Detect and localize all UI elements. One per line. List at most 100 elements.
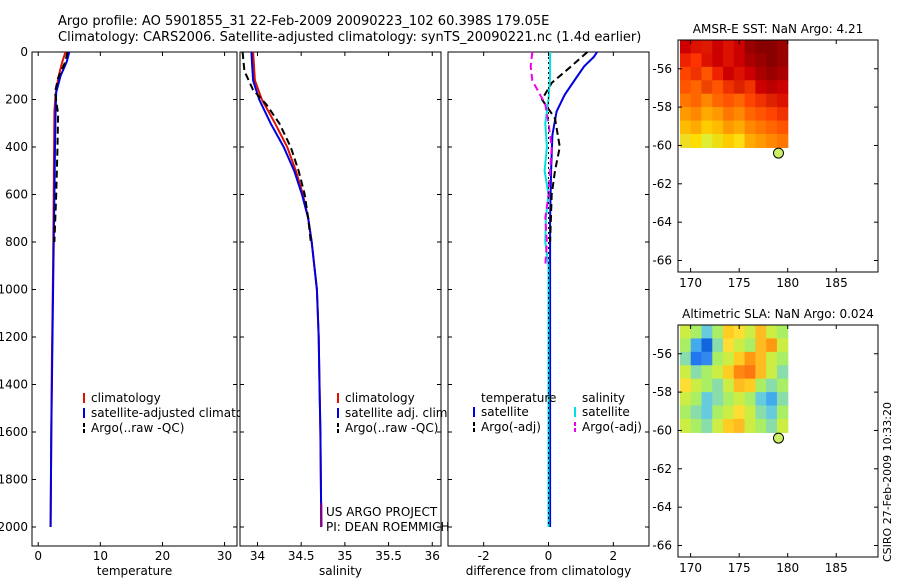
heatmap-cell [776, 325, 789, 340]
legend-title-temperature: temperature [481, 391, 556, 405]
heatmap-cell [701, 405, 713, 420]
series-line [53, 51, 69, 243]
heatmap-cell [712, 133, 724, 148]
heatmap-cell [712, 66, 724, 81]
y-tick-label: 400 [5, 140, 28, 154]
y-tick-label: 1000 [0, 283, 28, 297]
heatmap-cell [690, 93, 703, 108]
map-border [677, 39, 879, 273]
heatmap-cell [766, 418, 778, 433]
heatmap-cell [744, 107, 756, 122]
heatmap-cell [744, 365, 756, 380]
heatmap-cell [701, 107, 713, 122]
heatmap-cell [744, 40, 756, 55]
heatmap-cell [712, 351, 724, 366]
x-tick-label: 34.5 [288, 549, 315, 563]
float-position-marker [772, 147, 784, 159]
heatmap-cell [679, 53, 692, 68]
heatmap-cell [690, 133, 703, 148]
y-tick-label: 1400 [0, 378, 28, 392]
x-tick-label: 2 [610, 549, 618, 563]
heatmap-cell [776, 107, 789, 122]
series-line [241, 51, 312, 243]
header-line-2: Climatology: CARS2006. Satellite-adjuste… [58, 30, 641, 45]
heatmap-cell [776, 120, 789, 135]
plot-frame [31, 51, 238, 547]
heatmap-cell [733, 80, 746, 95]
y-tick-label: -62 [652, 462, 672, 476]
y-tick-label: -62 [652, 177, 672, 191]
heatmap-cell [701, 40, 713, 55]
heatmap-cell [723, 325, 735, 340]
y-tick-label: -60 [652, 138, 672, 152]
heatmap-cell [712, 365, 724, 380]
heatmap-cell [690, 40, 703, 55]
heatmap-cell [733, 392, 746, 407]
heatmap-cell [712, 392, 724, 407]
heatmap-cell [776, 365, 789, 380]
heatmap-cell [776, 405, 789, 420]
heatmap-cell [766, 325, 778, 340]
heatmap-cell [723, 365, 735, 380]
heatmap-cell [712, 40, 724, 55]
heatmap-cell [712, 53, 724, 68]
heatmap-cell [755, 405, 767, 420]
heatmap-cell [679, 40, 692, 55]
heatmap-cell [766, 66, 778, 81]
heatmap-cell [733, 405, 746, 420]
heatmap-cell [701, 418, 713, 433]
y-tick-label: 600 [5, 188, 28, 202]
legend-entry: Argo(-adj) [481, 420, 541, 434]
heatmap-cell [766, 40, 778, 55]
heatmap-cell [679, 405, 692, 420]
y-tick-label: -64 [652, 500, 672, 514]
heatmap-cell [679, 325, 692, 340]
heatmap-cell [690, 338, 703, 353]
heatmap-cell [755, 107, 767, 122]
x-tick-label: 185 [825, 561, 848, 575]
y-tick-label: -58 [652, 100, 672, 114]
heatmap-cell [723, 338, 735, 353]
heatmap-cell [744, 325, 756, 340]
series-line [549, 51, 598, 527]
heatmap-cell [712, 80, 724, 95]
series-line [529, 51, 553, 266]
y-tick-label: -56 [652, 347, 672, 361]
heatmap-cell [733, 107, 746, 122]
heatmap-cell [690, 53, 703, 68]
heatmap-cell [690, 80, 703, 95]
heatmap-cell [766, 405, 778, 420]
heatmap-cell [744, 120, 756, 135]
heatmap-cell [755, 338, 767, 353]
heatmap-cell [766, 365, 778, 380]
heatmap-cell [679, 338, 692, 353]
legend-entry: Argo(-adj) [582, 420, 642, 434]
heatmap-cell [690, 405, 703, 420]
x-tick-label: 35 [337, 549, 352, 563]
heatmap-cell [690, 418, 703, 433]
heatmap-cell [744, 53, 756, 68]
x-axis-label: temperature [97, 564, 172, 578]
heatmap-cell [755, 80, 767, 95]
heatmap-cell [690, 66, 703, 81]
heatmap-cell [755, 120, 767, 135]
heatmap-cell [701, 53, 713, 68]
heatmap-cell [755, 418, 767, 433]
heatmap-cell [701, 66, 713, 81]
map-panel-sst: 170 175 180 185 -56 -58 -60 -62 -64 -66 AMSR-E SST… [652, 22, 879, 290]
project-annotation: US ARGO PROJECT [326, 505, 438, 519]
legend-entry: Argo(..raw -QC) [91, 421, 184, 435]
heatmap-cell [701, 120, 713, 135]
map-title: AMSR-E SST: NaN Argo: 4.21 [693, 22, 863, 36]
x-tick-label: 185 [825, 276, 848, 290]
heatmap-cell [701, 133, 713, 148]
x-tick-label: 170 [679, 276, 702, 290]
legend-entry: satellite [481, 405, 529, 419]
heatmap-cell [701, 365, 713, 380]
heatmap-cell [733, 120, 746, 135]
x-tick-label: 0 [545, 549, 553, 563]
heatmap-cell [766, 133, 778, 148]
